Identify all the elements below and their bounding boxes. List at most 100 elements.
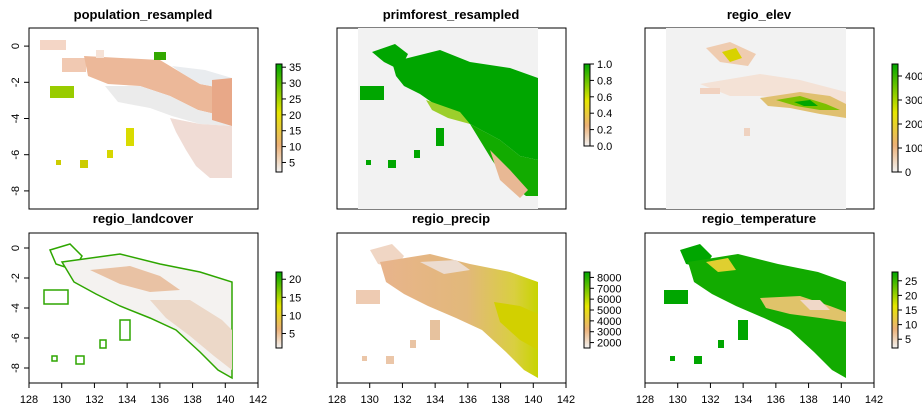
raster-layer <box>700 42 846 136</box>
raster-region <box>426 100 470 124</box>
x-tick-label: 136 <box>767 394 785 406</box>
legend-tick-label: 15 <box>289 292 301 304</box>
raster-region <box>60 253 233 380</box>
x-tick-label: 142 <box>865 394 883 406</box>
legend-tick-label: 0 <box>905 167 911 179</box>
raster-cell <box>430 320 440 340</box>
legend-tick-label: 10 <box>289 310 301 322</box>
x-tick-label: 128 <box>636 394 654 406</box>
raster-region <box>494 302 538 350</box>
legend-tick-label: 8000 <box>597 272 621 284</box>
legend: 20 15 10 5 <box>275 271 301 349</box>
x-tick-label: 134 <box>426 394 444 406</box>
raster-cell <box>62 58 86 72</box>
raster-cell <box>99 339 107 349</box>
raster-layer <box>40 40 232 178</box>
x-tick-label: 132 <box>393 394 411 406</box>
legend-tick-label: 15 <box>905 305 917 317</box>
x-tick-label: 140 <box>524 394 542 406</box>
legend-tick-label: 1.0 <box>597 59 612 71</box>
raster-region <box>688 254 846 378</box>
raster-layer <box>664 244 846 378</box>
x-tick-label: 136 <box>151 394 169 406</box>
panel-title: regio_precip <box>412 211 490 226</box>
legend-tick-label: 20 <box>289 110 301 122</box>
raster-region <box>794 100 818 106</box>
x-tick-label: 128 <box>20 394 38 406</box>
legend-tick-label: 5 <box>289 157 295 169</box>
raster-cell <box>670 356 675 361</box>
raster-cell <box>75 355 85 365</box>
legend-tick-label: 15 <box>289 126 301 138</box>
plot-frame <box>644 232 875 384</box>
legend-tick-label: 0.6 <box>597 92 612 104</box>
panel-title: regio_temperature <box>702 211 816 226</box>
x-tick-label: 132 <box>85 394 103 406</box>
raster-cell <box>126 128 134 146</box>
raster-cell <box>664 290 688 304</box>
raster-cell <box>366 160 371 165</box>
x-tick-label: 128 <box>328 394 346 406</box>
raster-cell <box>744 128 750 136</box>
raster-region <box>722 48 742 62</box>
x-tick-label: 140 <box>832 394 850 406</box>
legend-tick-label: 25 <box>289 94 301 106</box>
plot-frame <box>336 232 567 384</box>
x-tick-label: 130 <box>361 394 379 406</box>
legend-tick-label: 0.4 <box>597 108 612 120</box>
y-axis: 0 -2 -4 -6 -8 <box>10 245 29 373</box>
raster-cell <box>51 355 58 362</box>
raster-cell <box>700 88 720 94</box>
y-tick-label: 0 <box>10 245 22 251</box>
legend-tick-label: 30 <box>289 78 301 90</box>
raster-layer <box>360 44 538 198</box>
raster-region <box>800 300 830 310</box>
legend: 35 30 25 20 15 10 5 <box>275 62 301 173</box>
raster-region <box>392 50 538 160</box>
x-tick-label: 138 <box>799 394 817 406</box>
raster-cell <box>362 356 367 361</box>
raster-region <box>380 254 538 378</box>
raster-cell <box>96 50 104 58</box>
legend-tick-label: 5000 <box>597 305 621 317</box>
raster-cell <box>107 150 113 158</box>
raster-cell <box>360 86 384 100</box>
legend-tick-label: 5 <box>905 334 911 346</box>
panel-title: regio_elev <box>727 7 792 22</box>
raster-region <box>760 296 846 322</box>
y-tick-label: -8 <box>10 186 22 196</box>
raster-cell <box>718 340 724 348</box>
panel-title: regio_landcover <box>93 211 193 226</box>
panel-title: primforest_resampled <box>383 7 520 22</box>
legend-tick-label: 0.0 <box>597 141 612 153</box>
x-tick-label: 132 <box>701 394 719 406</box>
raster-cell <box>738 320 748 340</box>
y-tick-label: -6 <box>10 333 22 343</box>
panel-regio-elev: regio_elev 400 300 200 100 0 <box>644 7 922 210</box>
raster-region <box>170 118 232 178</box>
legend-tick-label: 3000 <box>597 327 621 339</box>
x-axis: 128 130 132 134 136 138 140 142 <box>20 383 267 406</box>
raster-cell <box>40 40 66 50</box>
y-tick-label: -2 <box>10 77 22 87</box>
y-tick-label: -4 <box>10 114 22 124</box>
legend-tick-label: 0.2 <box>597 125 612 137</box>
y-axis: 0 -2 -4 -6 -8 <box>10 43 29 196</box>
legend-tick-label: 6000 <box>597 294 621 306</box>
panel-population: population_resampled 0 -2 -4 -6 -8 35 30 25 20 1… <box>10 7 301 210</box>
raster-cell <box>386 356 394 364</box>
raster-region <box>105 86 232 126</box>
legend-colorbar <box>583 271 591 349</box>
y-tick-label: -4 <box>10 303 22 313</box>
legend-tick-label: 200 <box>905 119 922 131</box>
panel-regio-temperature: regio_temperature 128 130 132 134 136 138 140 1… <box>636 211 917 406</box>
raster-cell <box>356 290 380 304</box>
x-tick-label: 142 <box>557 394 575 406</box>
raster-region <box>84 56 232 118</box>
legend-colorbar <box>583 63 591 147</box>
legend-tick-label: 25 <box>905 276 917 288</box>
legend: 25 20 15 10 5 <box>891 271 917 349</box>
raster-layer <box>356 244 538 378</box>
legend-tick-label: 10 <box>289 142 301 154</box>
